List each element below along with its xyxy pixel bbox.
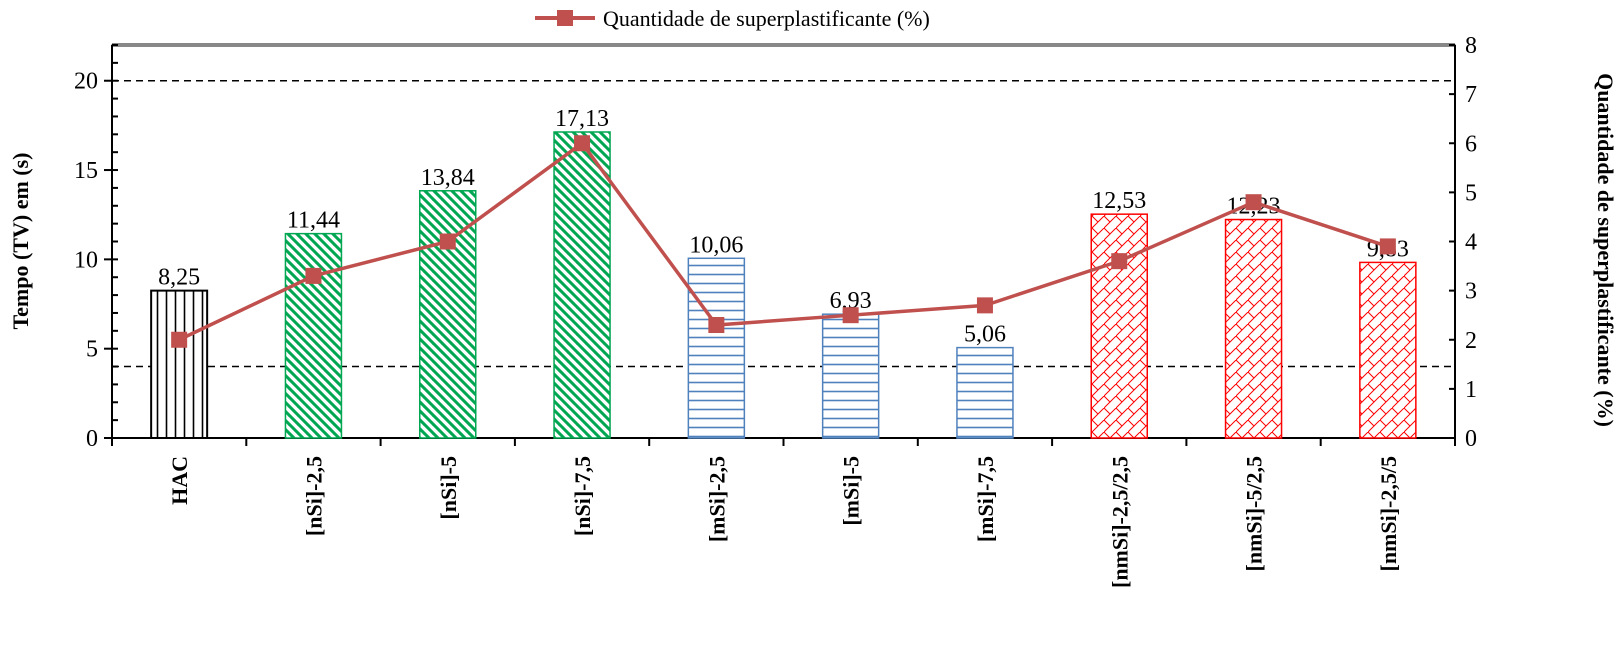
line-marker [708, 317, 725, 334]
line-marker [171, 331, 188, 348]
line-marker [976, 297, 993, 314]
bar-data-label: 8,25 [158, 265, 200, 291]
line-marker [305, 267, 322, 284]
x-tick-label: [nSi]-5 [436, 456, 461, 520]
y-axis-title: Tempo (TV) em (s) [8, 153, 33, 330]
legend: Quantidade de superplastificante (%) [535, 6, 930, 31]
x-tick-label: [nSi]-7,5 [570, 456, 595, 536]
y-tick-label: 20 [74, 69, 98, 95]
line-marker [842, 307, 859, 324]
x-tick-label: [mSi]-2,5 [704, 456, 729, 542]
legend-marker-swatch [557, 10, 573, 26]
bar [1090, 213, 1148, 439]
bar-data-label: 5,06 [964, 322, 1006, 348]
line-marker [1379, 238, 1396, 255]
line-series [178, 140, 1389, 342]
x-tick-label: [mSi]-7,5 [973, 456, 998, 542]
y-tick-label: 0 [86, 426, 98, 452]
x-tick-label: [nmSi]-5/2,5 [1242, 456, 1267, 572]
y2-tick-label: 3 [1465, 279, 1477, 305]
bar-data-label: 12,53 [1092, 188, 1146, 214]
bar [956, 346, 1014, 439]
bar [821, 313, 880, 439]
x-tick-label: [nmSi]-2,5/5 [1376, 456, 1401, 572]
x-tick-label: [nmSi]-2,5/2,5 [1107, 456, 1132, 588]
bar [687, 257, 746, 439]
y2-tick-label: 7 [1465, 82, 1477, 108]
y-tick-label: 10 [74, 247, 98, 273]
legend-label: Quantidade de superplastificante (%) [603, 6, 930, 31]
line-marker [574, 135, 591, 152]
y2-tick-label: 2 [1465, 328, 1477, 354]
line-marker [1111, 253, 1128, 270]
bar-data-label: 10,06 [689, 232, 743, 258]
bar [1359, 261, 1417, 439]
bar [1224, 218, 1283, 439]
bar-data-label: 17,13 [555, 106, 609, 132]
y2-tick-label: 6 [1465, 131, 1477, 157]
bar-data-label: 11,44 [287, 208, 340, 234]
bar [284, 232, 343, 439]
y-tick-label: 15 [74, 158, 98, 184]
x-tick-label: [nSi]-2,5 [301, 456, 326, 536]
y2-tick-label: 0 [1465, 426, 1477, 452]
bar [419, 190, 477, 439]
line-marker [1245, 194, 1262, 211]
bar [150, 289, 209, 439]
y2-tick-label: 4 [1465, 230, 1477, 256]
y2-tick-label: 5 [1465, 180, 1477, 206]
y2-axis-title: Quantidade de superplastificante (%) [1593, 73, 1618, 427]
line-marker [439, 233, 456, 250]
y2-tick-label: 1 [1465, 377, 1477, 403]
x-tick-label: HAC [167, 456, 192, 505]
x-tick-label: [mSi]-5 [839, 456, 864, 526]
bar [553, 131, 611, 439]
bar-data-label: 13,84 [421, 165, 475, 191]
y-tick-label: 5 [86, 337, 98, 363]
y2-tick-label: 8 [1465, 33, 1477, 59]
